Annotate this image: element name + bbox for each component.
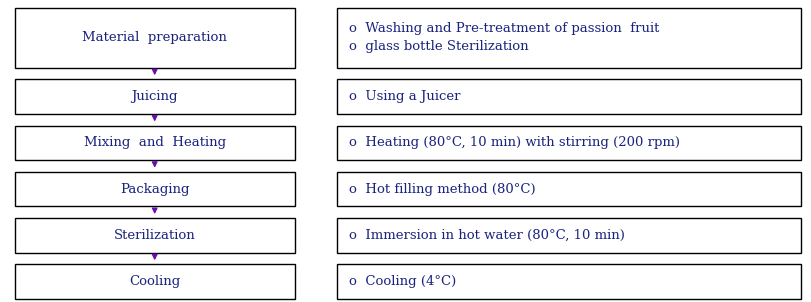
Text: o  Hot filling method (80°C): o Hot filling method (80°C)	[349, 183, 535, 196]
Bar	[15, 172, 294, 207]
Bar	[337, 8, 800, 68]
Bar	[337, 126, 800, 160]
Text: o  Cooling (4°C): o Cooling (4°C)	[349, 275, 456, 288]
Text: Juicing: Juicing	[131, 90, 178, 103]
Text: o  Washing and Pre-treatment of passion  fruit
o  glass bottle Sterilization: o Washing and Pre-treatment of passion f…	[349, 22, 659, 53]
Text: Cooling: Cooling	[129, 275, 180, 288]
Text: o  Immersion in hot water (80°C, 10 min): o Immersion in hot water (80°C, 10 min)	[349, 229, 624, 242]
Bar	[15, 126, 294, 160]
Text: Packaging: Packaging	[120, 183, 189, 196]
Text: Material  preparation: Material preparation	[82, 31, 227, 44]
Bar	[337, 218, 800, 253]
Text: o  Heating (80°C, 10 min) with stirring (200 rpm): o Heating (80°C, 10 min) with stirring (…	[349, 137, 680, 149]
Text: Sterilization: Sterilization	[114, 229, 195, 242]
Bar	[337, 79, 800, 114]
Text: o  Using a Juicer: o Using a Juicer	[349, 90, 460, 103]
Bar	[15, 79, 294, 114]
Bar	[15, 218, 294, 253]
Bar	[337, 172, 800, 207]
Text: Mixing  and  Heating: Mixing and Heating	[84, 137, 225, 149]
Bar	[15, 8, 294, 68]
Bar	[337, 264, 800, 299]
Bar	[15, 264, 294, 299]
